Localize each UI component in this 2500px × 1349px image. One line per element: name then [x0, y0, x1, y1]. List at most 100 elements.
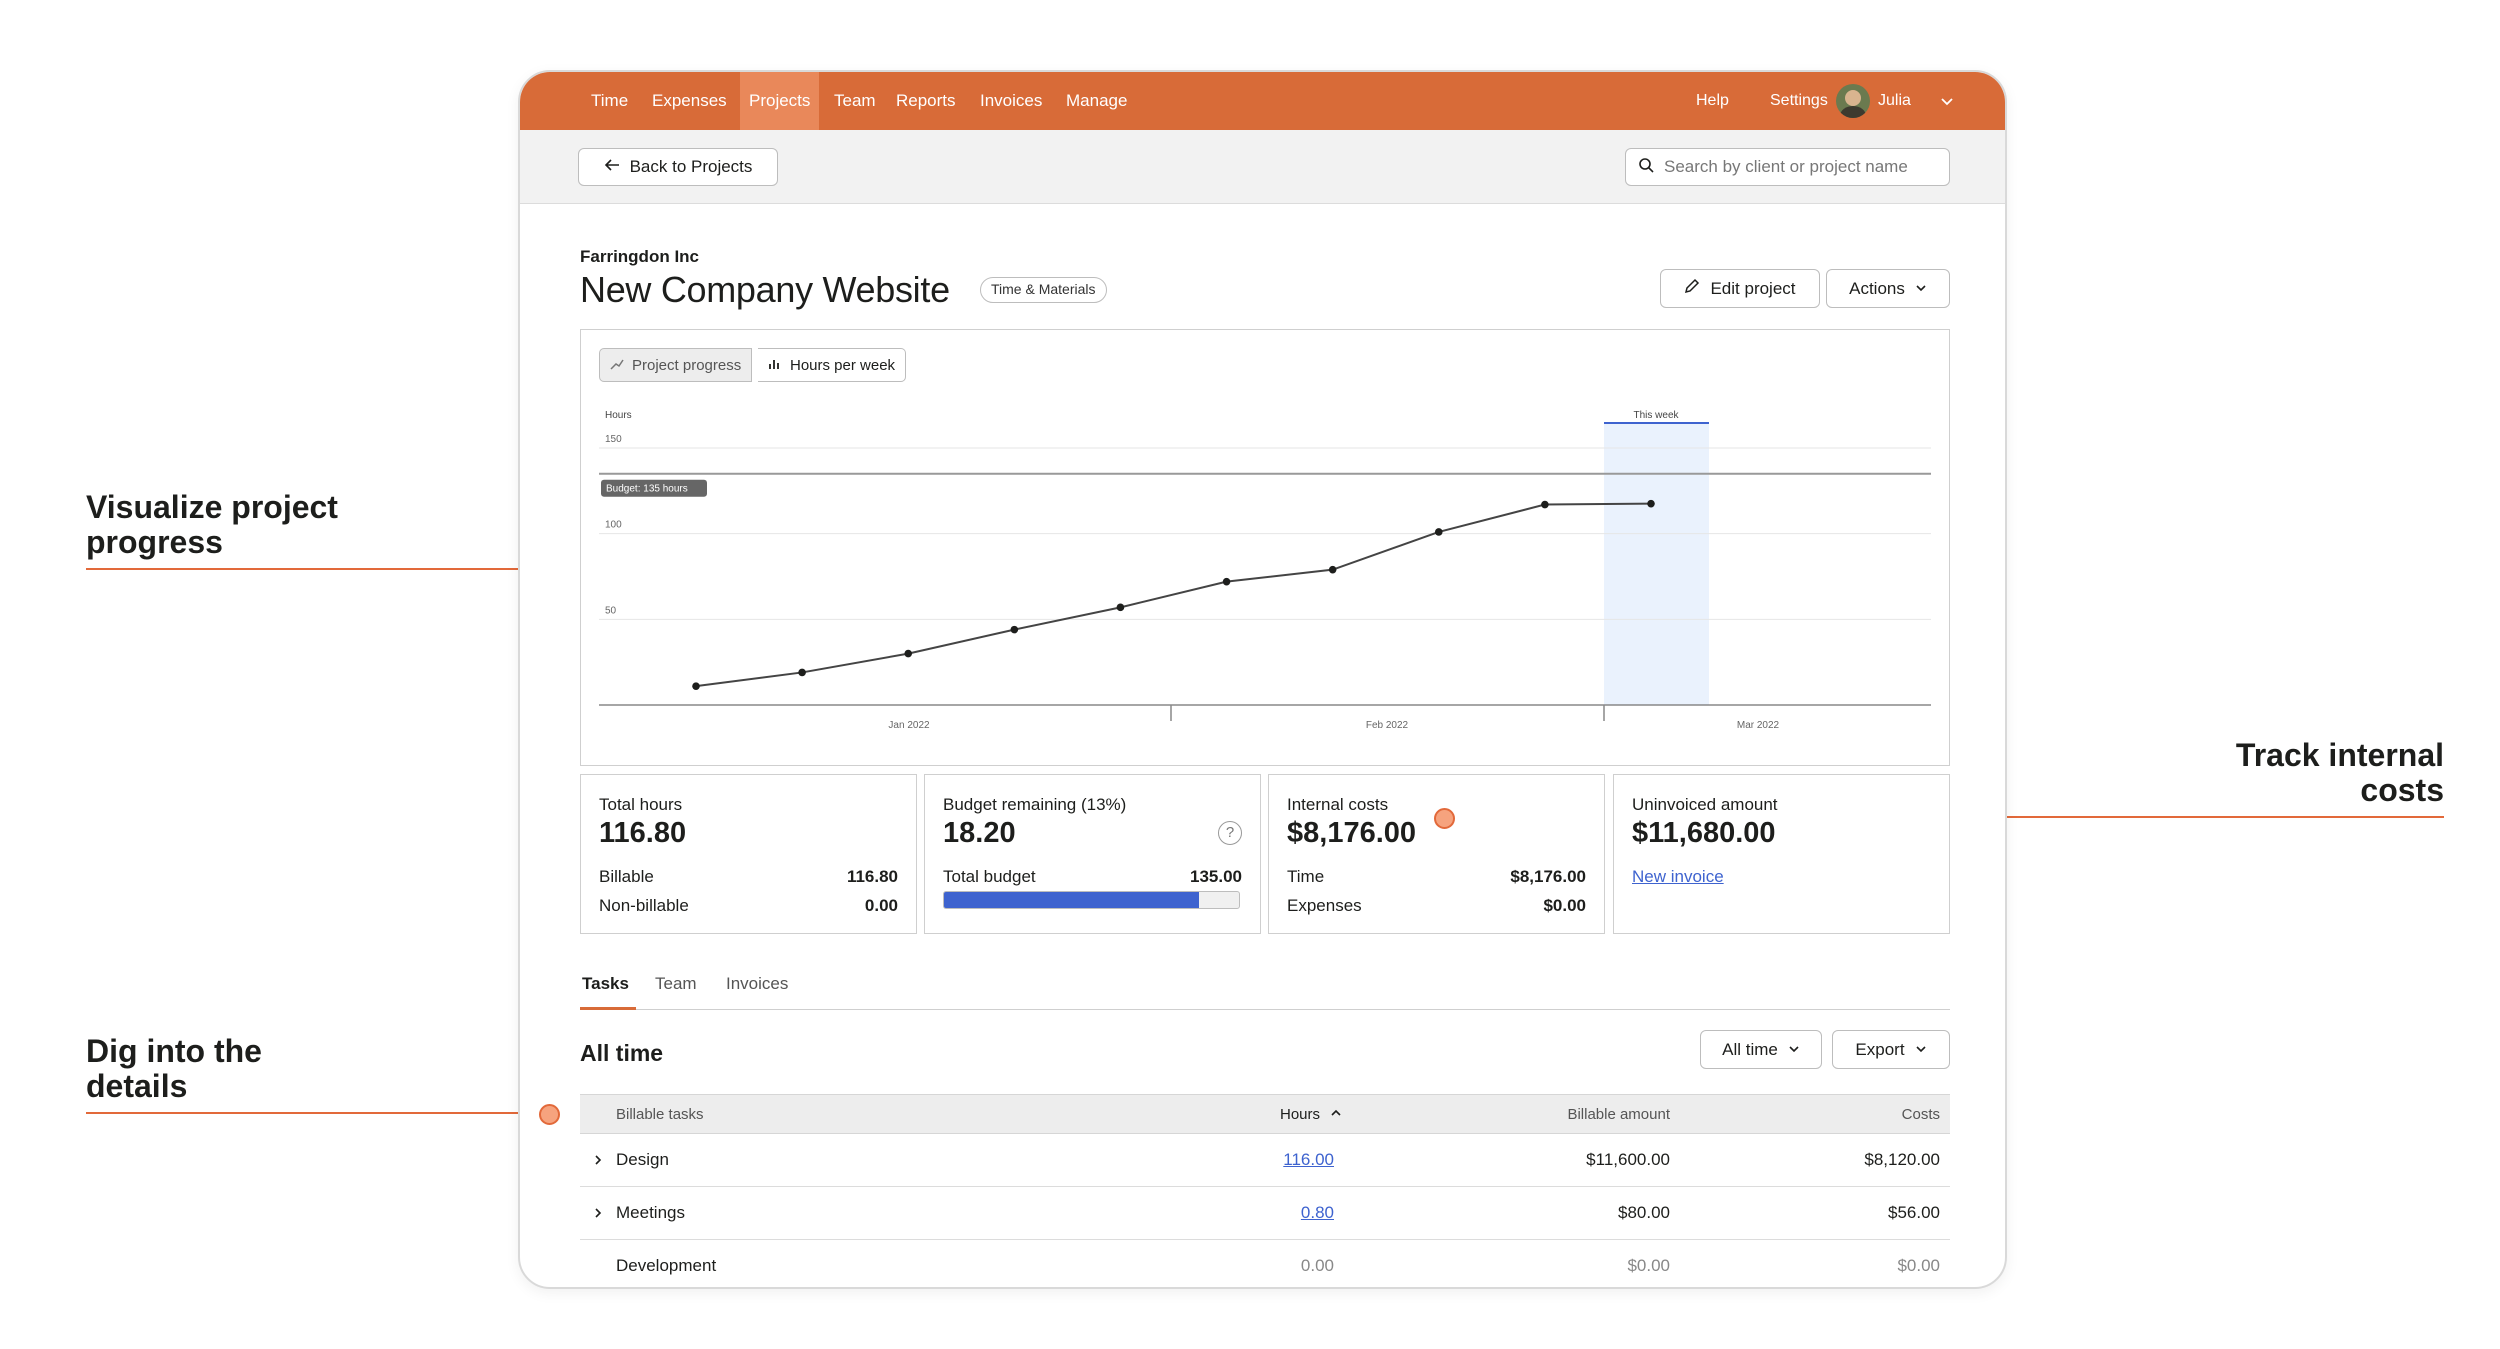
help-icon[interactable]: ? — [1218, 821, 1242, 845]
data-point[interactable] — [798, 668, 806, 677]
task-name: Development — [616, 1256, 717, 1275]
total-hours-label: Total hours — [599, 795, 683, 814]
data-point[interactable] — [1647, 499, 1655, 508]
this-week-highlight — [1604, 423, 1709, 705]
new-invoice-link[interactable]: New invoice — [1632, 867, 1724, 886]
data-point[interactable] — [1328, 565, 1337, 574]
data-point[interactable] — [1222, 577, 1231, 586]
search-input[interactable] — [1664, 157, 1924, 177]
data-point[interactable] — [1116, 603, 1125, 612]
top-navigation: Time Expenses Projects Team Reports Invo… — [520, 72, 2005, 130]
section-title: All time — [580, 1040, 664, 1066]
nav-reports[interactable]: Reports — [896, 91, 956, 110]
nav-expenses[interactable]: Expenses — [652, 91, 727, 110]
edit-project-label: Edit project — [1710, 278, 1796, 298]
internal-costs-value: $8,176.00 — [1287, 817, 1417, 849]
this-week-label: This week — [1633, 410, 1679, 421]
pencil-icon — [1684, 278, 1700, 299]
table-header: Billable tasks Hours Billable amount Cos… — [580, 1094, 1950, 1134]
tab-tasks[interactable]: Tasks — [580, 970, 636, 1010]
y-tick-label: 150 — [605, 434, 622, 445]
task-costs: $56.00 — [1888, 1203, 1940, 1222]
billable-value: 116.80 — [846, 867, 898, 886]
avatar[interactable] — [1836, 84, 1870, 118]
annotation-track-title: Track internal costs — [2235, 737, 2444, 808]
chevron-down-icon[interactable] — [1940, 72, 1954, 130]
time-cost-label: Time — [1287, 867, 1325, 886]
data-point[interactable] — [1541, 500, 1549, 509]
uninvoiced-amount-value: $11,680.00 — [1632, 817, 1776, 849]
page-title: New Company Website — [580, 269, 950, 310]
data-point[interactable] — [1010, 625, 1019, 634]
total-budget-label: Total budget — [943, 867, 1036, 886]
task-hours-link[interactable]: 116.00 — [1283, 1150, 1334, 1169]
project-progress-chart-panel: Project progress Hours per week This wee… — [580, 329, 1950, 766]
total-hours-value: 116.80 — [599, 817, 687, 849]
data-point[interactable] — [692, 682, 700, 690]
chevron-down-icon — [1915, 1040, 1927, 1060]
actions-button[interactable]: Actions — [1826, 269, 1950, 308]
nav-projects[interactable]: Projects — [740, 72, 820, 130]
tab-project-progress[interactable]: Project progress — [599, 348, 753, 382]
nav-settings[interactable]: Settings — [1770, 92, 1828, 109]
nav-team[interactable]: Team — [834, 91, 876, 110]
task-name: Design — [616, 1150, 669, 1169]
uninvoiced-amount-label: Uninvoiced amount — [1632, 795, 1778, 814]
expand-chevron-icon[interactable] — [592, 1187, 604, 1239]
task-billable-amount: $0.00 — [1627, 1256, 1670, 1275]
time-range-dropdown[interactable]: All time — [1700, 1030, 1822, 1069]
y-tick-label: 100 — [605, 520, 622, 531]
internal-costs-card: Internal costs $8,176.00 Time $8,176.00 … — [1268, 774, 1605, 934]
annotation-dig-line — [86, 1112, 546, 1114]
task-hours-link[interactable]: 0.80 — [1300, 1203, 1334, 1222]
expenses-cost-value: $0.00 — [1543, 896, 1586, 915]
nav-time[interactable]: Time — [591, 91, 629, 110]
export-button[interactable]: Export — [1832, 1030, 1950, 1069]
data-point[interactable] — [904, 649, 913, 658]
nav-manage[interactable]: Manage — [1066, 91, 1128, 110]
nav-help[interactable]: Help — [1696, 92, 1729, 109]
x-tick-label: Jan 2022 — [888, 720, 930, 731]
annotation-dig-dot — [539, 1104, 560, 1125]
nav-invoices[interactable]: Invoices — [980, 91, 1043, 110]
budget-progress-bar — [943, 891, 1240, 909]
expenses-cost-label: Expenses — [1287, 896, 1362, 915]
search-box[interactable] — [1625, 148, 1950, 186]
user-name[interactable]: Julia — [1878, 92, 1911, 109]
budget-remaining-card: Budget remaining (13%) 18.20 ? Total bud… — [924, 774, 1261, 934]
export-label: Export — [1855, 1039, 1905, 1059]
progress-line-chart: This week Hours 50 100 150 Budget: 135 hou… — [599, 410, 1931, 731]
data-point[interactable] — [1434, 528, 1443, 536]
edit-project-button[interactable]: Edit project — [1660, 269, 1820, 308]
header-hours[interactable]: Hours — [1180, 1095, 1342, 1133]
arrow-left-icon — [604, 157, 620, 177]
project-type-badge: Time & Materials — [980, 277, 1107, 303]
annotation-dig-title: Dig into the details — [86, 1033, 262, 1104]
back-to-projects-label: Back to Projects — [629, 157, 753, 176]
back-to-projects-button[interactable]: Back to Projects — [578, 148, 778, 186]
hours-per-week-label: Hours per week — [790, 356, 896, 374]
table-row[interactable]: Meetings 0.80 $80.00 $56.00 — [580, 1187, 1950, 1240]
billable-label: Billable — [599, 867, 654, 886]
table-row[interactable]: Development 0.00 $0.00 $0.00 — [580, 1240, 1950, 1287]
project-progress-label: Project progress — [632, 356, 742, 374]
tab-invoices[interactable]: Invoices — [726, 974, 789, 993]
sub-toolbar: Back to Projects — [520, 130, 2005, 204]
budget-tag — [601, 479, 707, 497]
table-row[interactable]: Design 116.00 $11,600.00 $8,120.00 — [580, 1134, 1950, 1187]
expand-chevron-icon[interactable] — [592, 1134, 604, 1186]
budget-label: Budget: 135 hours — [606, 484, 688, 495]
detail-tabs: Tasks Team Invoices — [580, 970, 1950, 1010]
header-hours-label: Hours — [1279, 1105, 1320, 1123]
annotation-track-dot — [1434, 808, 1455, 829]
actions-label: Actions — [1849, 278, 1905, 298]
internal-costs-label: Internal costs — [1287, 795, 1389, 814]
task-billable-amount: $11,600.00 — [1586, 1150, 1670, 1169]
tab-hours-per-week[interactable]: Hours per week — [758, 348, 907, 382]
search-icon — [1638, 157, 1654, 178]
tab-team[interactable]: Team — [655, 974, 697, 993]
y-axis-title: Hours — [605, 410, 632, 421]
task-billable-amount: $80.00 — [1618, 1203, 1670, 1222]
x-tick-label: Feb 2022 — [1366, 720, 1409, 731]
task-name: Meetings — [616, 1203, 685, 1222]
